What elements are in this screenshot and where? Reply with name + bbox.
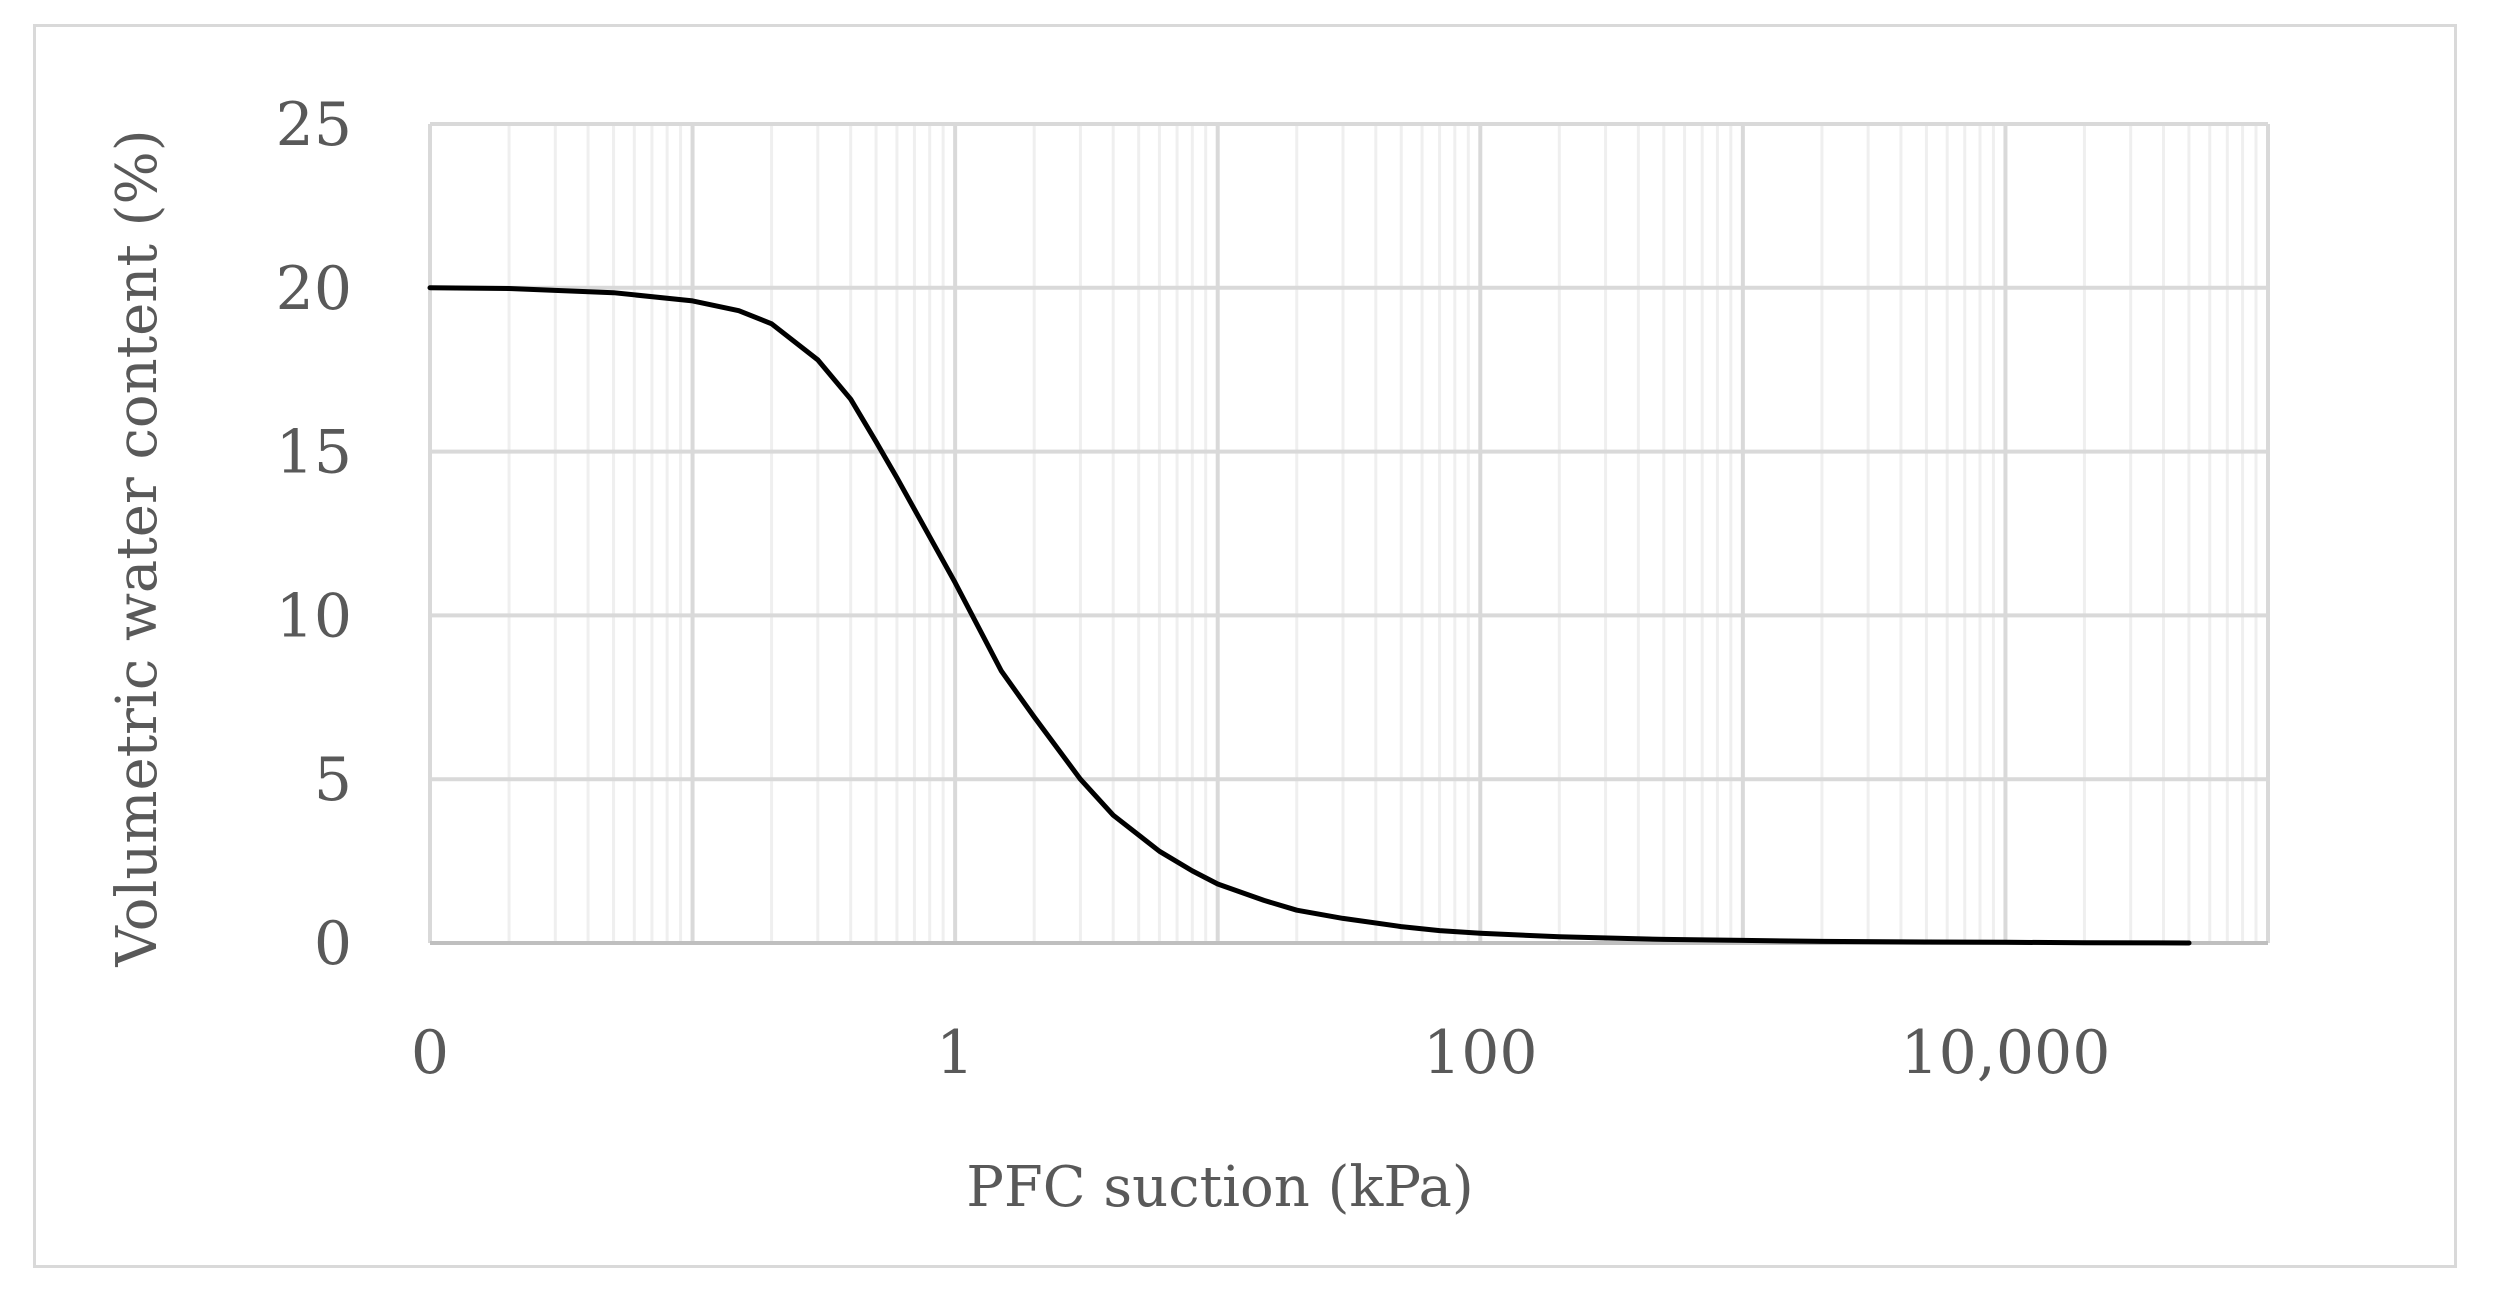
- y-tick-label: 10: [276, 581, 352, 651]
- chart-frame: [33, 24, 2457, 1268]
- x-tick-label: 10,000: [1900, 1018, 2110, 1088]
- minor-gridlines: [507, 124, 2258, 943]
- x-tick-labels: 0 1 100 10,000: [411, 1018, 2110, 1088]
- y-tick-label: 25: [276, 90, 352, 160]
- y-tick-labels: 0 5 10 15 20 25: [276, 90, 352, 979]
- x-axis-title: PFC suction (kPa): [966, 1155, 1474, 1220]
- x-tick-label: 100: [1423, 1018, 1538, 1088]
- y-tick-label: 0: [314, 909, 352, 979]
- y-tick-label: 15: [276, 418, 352, 488]
- y-axis-title: Volumetric water content (%): [105, 129, 170, 967]
- major-gridlines: [428, 122, 2270, 945]
- x-tick-label: 0: [411, 1018, 449, 1088]
- series-line: [427, 285, 2192, 946]
- x-tick-label: 1: [936, 1018, 974, 1088]
- y-tick-label: 20: [276, 254, 352, 324]
- series-group: [427, 285, 2192, 946]
- y-tick-label: 5: [314, 745, 352, 815]
